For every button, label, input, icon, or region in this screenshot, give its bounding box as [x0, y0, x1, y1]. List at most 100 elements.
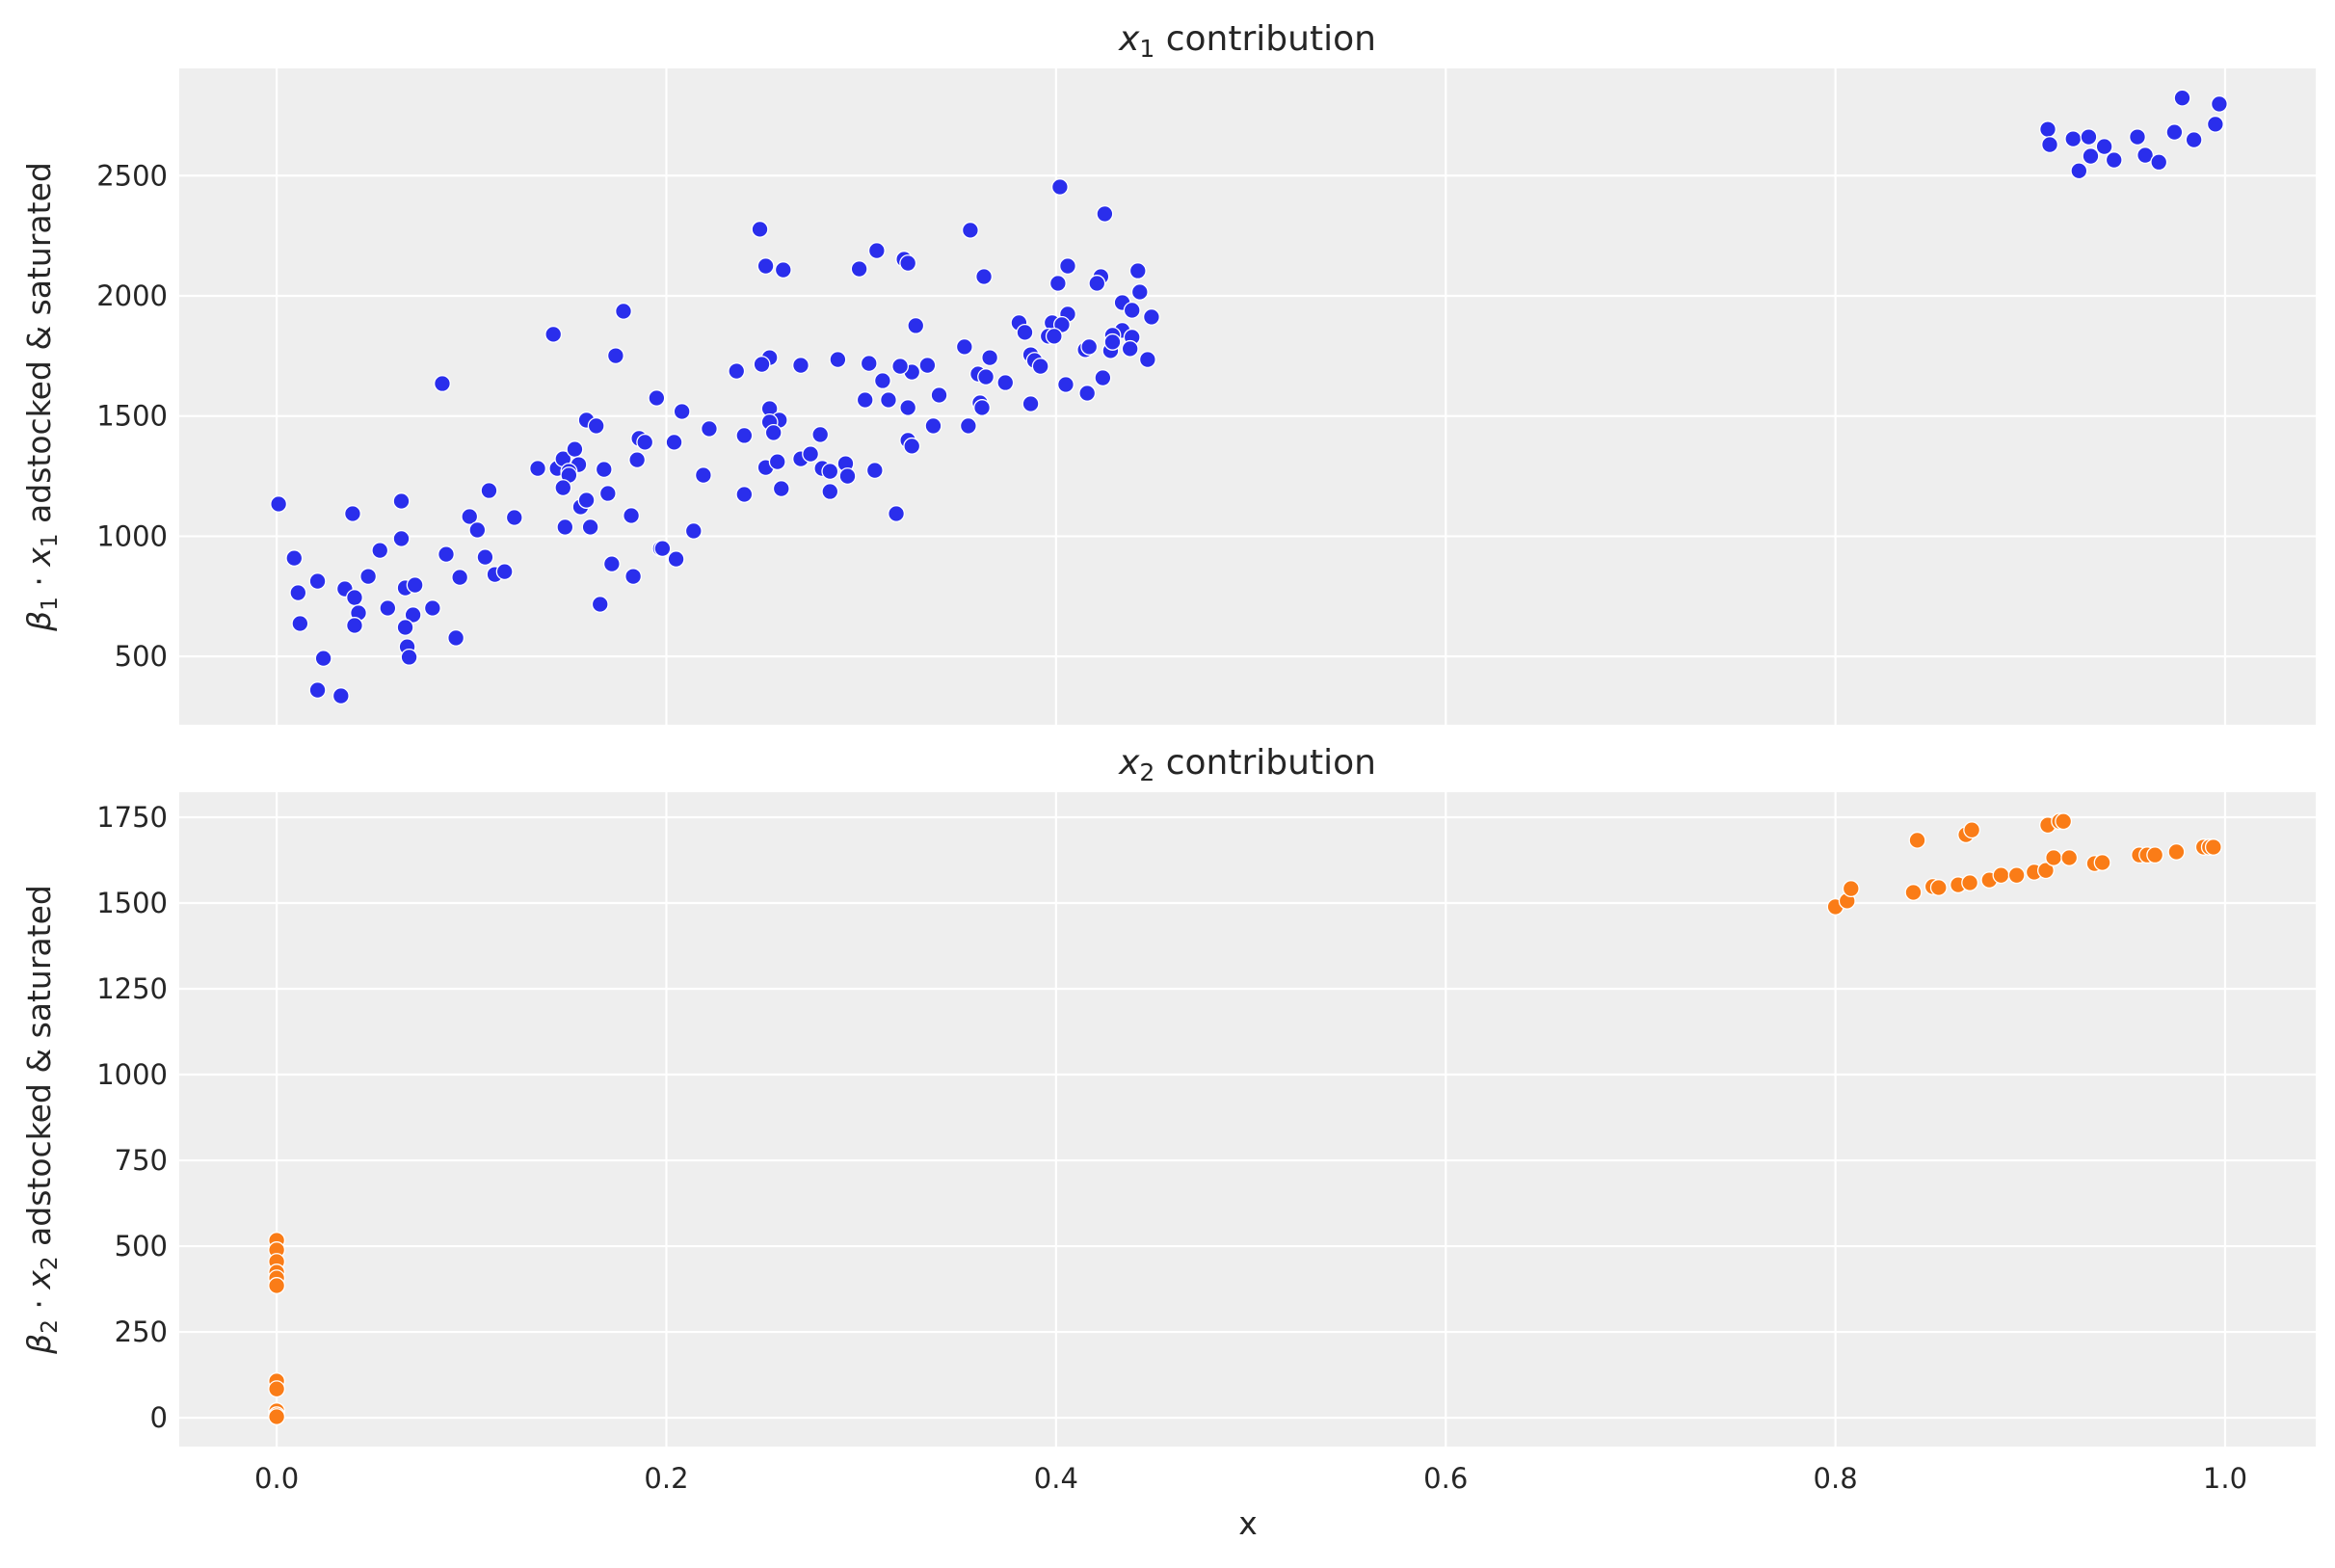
y-tick-label: 2500	[96, 159, 168, 192]
data-point	[602, 555, 621, 573]
y-axis-label: β1 · x1 adstocked & saturated	[20, 162, 63, 632]
data-point	[899, 399, 917, 416]
data-point	[880, 391, 897, 409]
data-point	[924, 416, 942, 435]
data-point	[735, 426, 754, 444]
data-point	[591, 596, 609, 613]
data-point	[2165, 123, 2184, 142]
data-point	[615, 302, 632, 320]
data-point	[850, 260, 868, 278]
data-point	[2136, 146, 2155, 165]
x-tick-label: 0.4	[1034, 1462, 1078, 1495]
data-point	[1080, 337, 1099, 356]
x-tick-label: 0.6	[1423, 1462, 1468, 1495]
data-point	[346, 617, 363, 634]
data-point	[2129, 128, 2146, 146]
data-point	[2039, 120, 2056, 139]
data-point	[930, 386, 948, 404]
y-tick-label: 500	[115, 640, 168, 673]
data-point	[829, 351, 847, 369]
data-point	[343, 505, 361, 522]
data-point	[404, 606, 422, 624]
data-point	[2007, 866, 2026, 885]
data-point	[2173, 89, 2191, 107]
data-point	[888, 505, 906, 522]
data-point	[268, 1380, 286, 1398]
data-point	[1121, 339, 1139, 358]
data-point	[332, 687, 350, 705]
data-point	[891, 358, 910, 376]
data-point	[2037, 862, 2055, 880]
data-point	[2041, 136, 2058, 154]
data-point	[653, 540, 672, 558]
x-tick-label: 0.8	[1814, 1462, 1858, 1495]
data-point	[667, 550, 685, 569]
x-axis-label: x	[1238, 1504, 1258, 1542]
data-point	[684, 521, 703, 540]
data-point	[529, 460, 546, 478]
gridlines	[179, 792, 2316, 1447]
data-point	[665, 433, 683, 451]
y-tick-label: 1500	[96, 887, 168, 919]
data-point	[673, 403, 691, 420]
data-point	[772, 480, 790, 497]
data-point	[1096, 204, 1114, 223]
x-tick-labels: 0.0 0.2 0.4 0.6 0.8 1.0	[254, 1462, 2247, 1495]
y-axis-label: β2 · x2 adstocked & saturated	[20, 885, 63, 1355]
data-point	[2167, 843, 2186, 861]
x-tick-label: 1.0	[2203, 1462, 2247, 1495]
data-point	[811, 425, 830, 443]
data-point	[1088, 275, 1106, 292]
data-point	[396, 619, 414, 636]
data-point	[636, 433, 654, 451]
data-point	[268, 1408, 286, 1425]
plot-title: x2 contribution	[1118, 743, 1376, 786]
data-point	[2185, 131, 2203, 149]
data-point	[1123, 301, 1141, 319]
data-point	[505, 509, 523, 526]
data-point	[392, 529, 411, 547]
data-point	[623, 507, 641, 524]
data-point	[1103, 332, 1122, 351]
data-point	[270, 495, 288, 513]
data-point	[451, 569, 469, 587]
y-tick-labels: 500 1000 1500 2000 2500	[96, 159, 168, 673]
data-point	[768, 453, 786, 471]
y-tick-label: 500	[115, 1230, 168, 1262]
data-point	[955, 337, 973, 356]
data-point	[753, 356, 771, 374]
data-point	[899, 254, 917, 273]
data-point	[2206, 115, 2224, 133]
data-point	[792, 357, 809, 375]
data-point	[285, 549, 304, 568]
data-point	[595, 461, 613, 479]
data-point	[346, 589, 363, 606]
data-point	[1842, 880, 1860, 898]
data-point	[1048, 275, 1067, 292]
data-point	[447, 628, 465, 647]
data-point	[1138, 351, 1156, 369]
y-tick-label: 1250	[96, 972, 168, 1005]
data-point	[648, 389, 666, 407]
data-point	[606, 347, 624, 365]
data-point	[873, 372, 891, 389]
data-point	[2105, 151, 2123, 169]
data-point	[434, 375, 451, 392]
data-point	[291, 615, 309, 632]
data-point	[2095, 138, 2113, 156]
data-point	[268, 1277, 286, 1294]
data-point	[860, 355, 878, 373]
data-point	[1094, 369, 1112, 386]
data-point	[764, 423, 783, 441]
data-point	[406, 576, 424, 595]
data-point	[867, 242, 886, 260]
data-point	[701, 419, 718, 438]
data-point	[838, 467, 857, 486]
y-tick-label: 1500	[96, 400, 168, 433]
data-point	[1992, 866, 2010, 885]
data-point	[2082, 147, 2100, 165]
gridlines	[179, 68, 2316, 725]
